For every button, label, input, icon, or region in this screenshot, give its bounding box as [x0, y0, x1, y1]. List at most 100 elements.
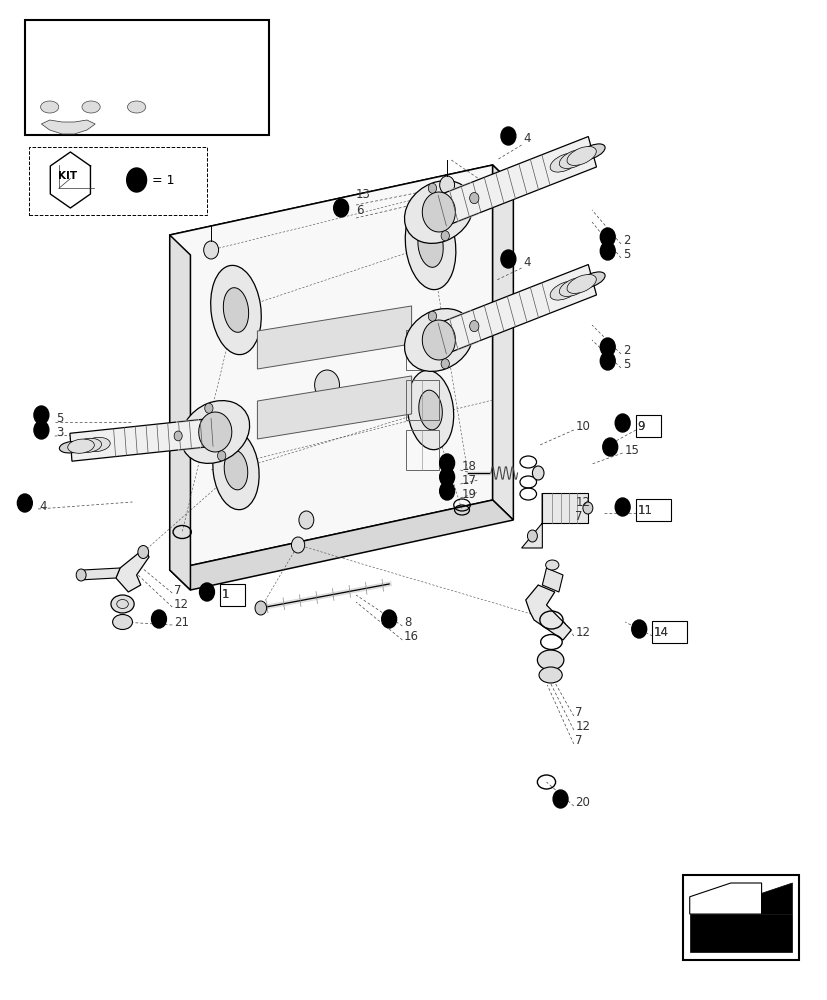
Circle shape	[439, 468, 454, 486]
Circle shape	[151, 610, 166, 628]
Bar	[652, 621, 686, 643]
Circle shape	[381, 610, 396, 628]
Ellipse shape	[428, 183, 436, 193]
Ellipse shape	[223, 288, 248, 332]
Ellipse shape	[538, 667, 562, 683]
Text: 19: 19	[461, 488, 476, 500]
Text: 5: 5	[622, 358, 629, 370]
Text: 5: 5	[56, 412, 64, 424]
Polygon shape	[79, 568, 120, 580]
Text: 9: 9	[637, 420, 644, 432]
Circle shape	[127, 168, 146, 192]
Circle shape	[199, 583, 214, 601]
Circle shape	[500, 127, 515, 145]
Polygon shape	[525, 585, 571, 640]
Circle shape	[439, 454, 454, 472]
Ellipse shape	[532, 466, 543, 480]
Bar	[682, 875, 798, 960]
Circle shape	[600, 352, 614, 370]
Text: 17: 17	[461, 474, 476, 487]
Text: 20: 20	[575, 796, 590, 808]
Ellipse shape	[559, 149, 588, 168]
Circle shape	[34, 406, 49, 424]
Text: 4: 4	[40, 499, 47, 512]
Ellipse shape	[203, 241, 218, 259]
Ellipse shape	[566, 146, 595, 165]
Ellipse shape	[137, 546, 149, 558]
Circle shape	[333, 199, 348, 217]
Polygon shape	[257, 376, 411, 439]
Circle shape	[602, 438, 617, 456]
Ellipse shape	[404, 200, 456, 290]
Ellipse shape	[41, 101, 59, 113]
Text: 1: 1	[222, 588, 229, 601]
Bar	[635, 499, 670, 521]
Ellipse shape	[75, 438, 102, 453]
Polygon shape	[170, 235, 190, 590]
Ellipse shape	[441, 231, 449, 241]
Text: 13: 13	[356, 188, 370, 202]
Ellipse shape	[299, 511, 313, 529]
Text: 7: 7	[174, 584, 181, 596]
Circle shape	[614, 414, 629, 432]
Ellipse shape	[210, 265, 261, 355]
Text: 3: 3	[56, 426, 64, 440]
Ellipse shape	[181, 401, 249, 463]
Text: 7: 7	[575, 734, 582, 746]
Text: 14: 14	[653, 626, 668, 639]
Text: 10: 10	[575, 420, 590, 432]
Text: 4: 4	[523, 132, 530, 145]
Text: 12: 12	[575, 626, 590, 639]
Ellipse shape	[112, 614, 132, 630]
Ellipse shape	[418, 223, 442, 267]
Polygon shape	[542, 493, 587, 523]
Ellipse shape	[579, 272, 605, 288]
Ellipse shape	[60, 442, 83, 453]
Text: 15: 15	[624, 444, 639, 456]
Polygon shape	[170, 165, 492, 570]
Bar	[220, 584, 245, 606]
Text: 7: 7	[575, 510, 582, 524]
Ellipse shape	[174, 431, 182, 441]
Ellipse shape	[545, 560, 558, 570]
Ellipse shape	[127, 101, 146, 113]
Ellipse shape	[76, 569, 86, 581]
Text: 2: 2	[622, 233, 629, 246]
Ellipse shape	[527, 530, 537, 542]
Ellipse shape	[404, 181, 472, 243]
Ellipse shape	[255, 601, 266, 615]
Ellipse shape	[559, 277, 588, 296]
Text: = 1: = 1	[152, 174, 174, 186]
Ellipse shape	[213, 430, 259, 510]
Circle shape	[631, 620, 646, 638]
Ellipse shape	[582, 502, 592, 514]
Polygon shape	[69, 418, 216, 461]
Text: 8: 8	[404, 615, 411, 629]
Text: 1: 1	[222, 588, 229, 601]
Text: 16: 16	[404, 630, 418, 643]
Ellipse shape	[404, 309, 472, 371]
Ellipse shape	[407, 370, 453, 450]
Text: 11: 11	[637, 504, 652, 516]
Ellipse shape	[566, 274, 595, 293]
Ellipse shape	[469, 320, 478, 332]
Ellipse shape	[418, 390, 442, 430]
Ellipse shape	[218, 451, 226, 461]
Polygon shape	[116, 548, 149, 592]
Circle shape	[500, 250, 515, 268]
Polygon shape	[170, 165, 513, 255]
Bar	[29, 147, 207, 215]
Polygon shape	[521, 493, 542, 548]
Circle shape	[439, 482, 454, 500]
Polygon shape	[542, 568, 562, 592]
Ellipse shape	[579, 144, 605, 160]
Circle shape	[600, 228, 614, 246]
Ellipse shape	[537, 650, 563, 670]
Ellipse shape	[428, 311, 436, 321]
Text: 18: 18	[461, 460, 476, 473]
Text: 6: 6	[356, 205, 363, 218]
Polygon shape	[41, 120, 95, 134]
Ellipse shape	[422, 192, 455, 232]
Circle shape	[614, 498, 629, 516]
Circle shape	[17, 494, 32, 512]
